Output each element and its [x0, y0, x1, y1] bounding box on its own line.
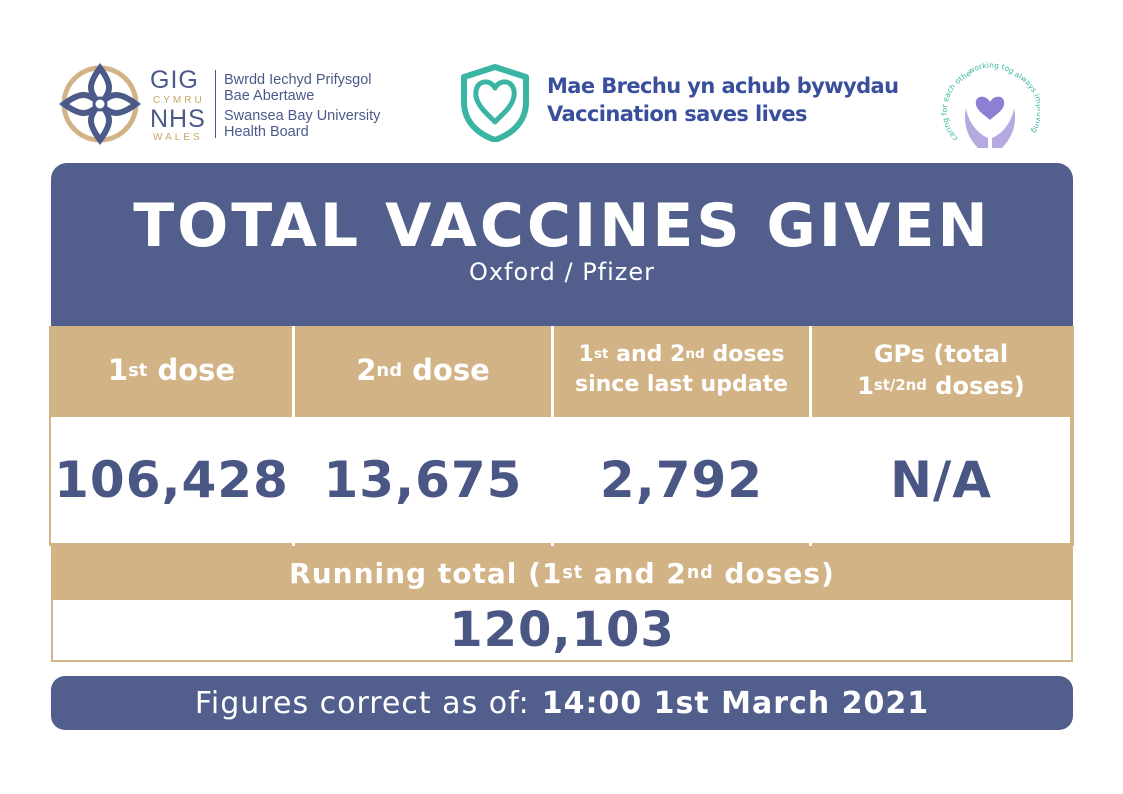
vaccination-campaign-logo: Mae Brechu yn achub bywydau Vaccination …: [458, 64, 899, 144]
value-since-last-update: 2,792: [554, 417, 809, 543]
board-name-line: Bae Abertawe: [224, 88, 315, 104]
right-hand-icon: [992, 108, 1016, 148]
header-second-dose: 2nd dose: [356, 353, 490, 387]
nhs-text: NHS: [150, 105, 206, 133]
campaign-english-text: Vaccination saves lives: [547, 102, 807, 126]
value-first-dose: 106,428: [51, 417, 292, 543]
value-second-dose: 13,675: [295, 417, 551, 543]
logo-divider: [215, 70, 216, 138]
campaign-welsh-text: Mae Brechu yn achub bywydau: [547, 74, 899, 98]
gig-text: GIG: [150, 66, 199, 94]
vaccine-stats-table: 1st dose 2nd dose 1st and 2nd doses since…: [49, 326, 1074, 546]
caring-hands-heart-logo: caring for each other working together a…: [940, 60, 1040, 148]
vaccine-types-subtitle: Oxford / Pfizer: [468, 258, 656, 286]
celtic-knot-icon: [58, 62, 142, 146]
heart-shield-icon: [461, 64, 529, 142]
value-gp-doses: N/A: [812, 417, 1070, 543]
figures-date-bar: Figures correct as of: 14:00 1st March 2…: [51, 676, 1073, 730]
board-name-line: Health Board: [224, 124, 309, 140]
page-title: TOTAL VACCINES GIVEN: [133, 191, 991, 261]
cymru-text: CYMRU: [153, 95, 205, 106]
header-gp-doses: GPs (total 1st/2nd doses): [857, 340, 1025, 400]
heart-icon: [975, 96, 1005, 120]
running-total-label: Running total (1st and 2nd doses): [51, 546, 1073, 600]
care-arc-top: working together: [940, 60, 1016, 76]
header-since-last-update: 1st and 2nd doses since last update: [574, 342, 789, 397]
figures-date: 14:00 1st March 2021: [541, 685, 930, 721]
care-arc-right: always improving: [1013, 70, 1040, 136]
header-first-dose: 1st dose: [107, 353, 236, 387]
swansea-bay-health-board-logo: GIG CYMRU NHS WALES Bwrdd Iechyd Prifysg…: [58, 62, 388, 152]
column-divider: [551, 326, 554, 546]
board-name-line: Swansea Bay University: [224, 108, 381, 124]
figures-correct-label: Figures correct as of:: [194, 685, 530, 721]
board-name-line: Bwrdd Iechyd Prifysgol: [224, 72, 372, 88]
running-total-value: 120,103: [51, 600, 1073, 662]
title-panel: TOTAL VACCINES GIVEN Oxford / Pfizer: [51, 163, 1073, 328]
column-divider: [809, 326, 812, 546]
wales-text: WALES: [153, 132, 203, 143]
column-divider: [292, 326, 295, 546]
left-hand-icon: [964, 108, 988, 148]
